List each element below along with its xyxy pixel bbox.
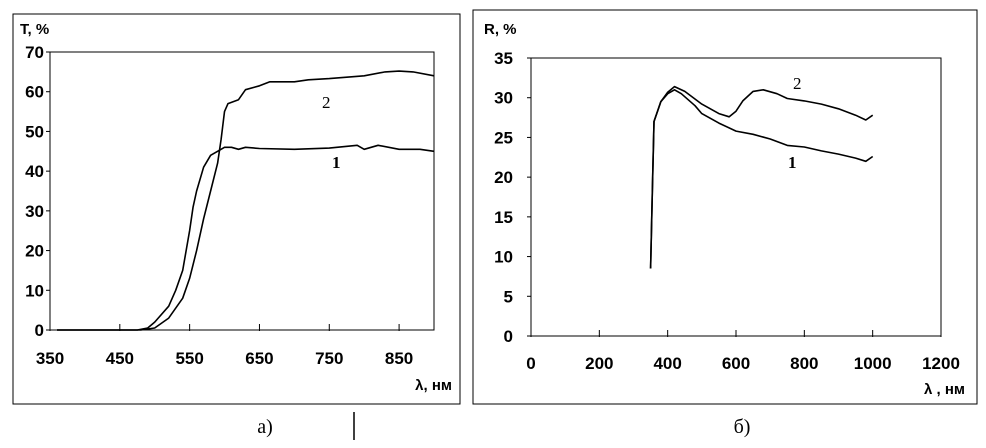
chart-a-y-tick-label: 20 bbox=[25, 242, 44, 261]
chart-b-y-tick-label: 15 bbox=[494, 208, 513, 227]
chart-a-x-tick-label: 450 bbox=[106, 349, 134, 368]
chart-a-y-tick-label: 60 bbox=[25, 83, 44, 102]
chart-b-y-tick-label: 5 bbox=[504, 287, 513, 306]
chart-b-x-tick-label: 400 bbox=[653, 354, 681, 373]
chart-b-y-tick-label: 25 bbox=[494, 128, 513, 147]
chart-b-x-tick-label: 800 bbox=[790, 354, 818, 373]
chart-a-x-tick-label: 850 bbox=[385, 349, 413, 368]
chart-a-frame bbox=[12, 13, 461, 405]
chart-a-y-tick-label: 10 bbox=[25, 281, 44, 300]
chart-a-y-tick-label: 40 bbox=[25, 162, 44, 181]
chart-a-x-tick-label: 550 bbox=[175, 349, 203, 368]
chart-b-x-tick-label: 1200 bbox=[922, 354, 960, 373]
chart-a-series-1-line bbox=[57, 144, 435, 331]
chart-a-plot-area bbox=[49, 51, 435, 331]
chart-b-series-1-line bbox=[649, 89, 874, 269]
chart-b-x-tick-label: 200 bbox=[585, 354, 613, 373]
chart-a-y-tick-label: 30 bbox=[25, 202, 44, 221]
chart-a-series-1-label: 1 bbox=[332, 153, 341, 172]
chart-a: T, % λ, нм а) 350 450 550 650 750 850 0 10 20 30 4… bbox=[20, 21, 452, 438]
chart-a-caption: а) bbox=[257, 416, 273, 438]
chart-b-y-tick-label: 10 bbox=[494, 248, 513, 267]
chart-b-plot-area bbox=[530, 57, 942, 337]
chart-a-x-tick-label: 350 bbox=[36, 349, 64, 368]
chart-a-xlabel: λ, нм bbox=[415, 377, 452, 394]
chart-a-x-tick-label: 750 bbox=[315, 349, 343, 368]
chart-a-y-tick-label: 0 bbox=[35, 321, 44, 340]
chart-b: R, % λ , нм б) 0 200 400 600 800 1000 1200 0 5 10… bbox=[484, 21, 965, 438]
chart-b-xlabel: λ , нм bbox=[924, 381, 965, 398]
chart-a-series-2-label: 2 bbox=[322, 93, 331, 112]
chart-b-caption: б) bbox=[734, 416, 751, 438]
chart-b-series-2-label: 2 bbox=[793, 74, 802, 93]
chart-b-x-tick-label: 0 bbox=[526, 354, 535, 373]
chart-a-ylabel: T, % bbox=[20, 21, 49, 38]
chart-b-series-1-label: 1 bbox=[788, 153, 797, 172]
chart-b-y-tick-label: 30 bbox=[494, 89, 513, 108]
chart-b-frame bbox=[472, 9, 978, 405]
chart-b-y-tick-label: 35 bbox=[494, 49, 513, 68]
chart-b-x-tick-label: 600 bbox=[722, 354, 750, 373]
chart-b-x-tick-label: 1000 bbox=[854, 354, 892, 373]
chart-b-y-tick-label: 20 bbox=[494, 168, 513, 187]
chart-a-x-tick-label: 650 bbox=[245, 349, 273, 368]
chart-b-series-2-line bbox=[649, 85, 874, 269]
chart-a-y-tick-label: 50 bbox=[25, 122, 44, 141]
chart-b-y-tick-label: 0 bbox=[504, 327, 513, 346]
chart-b-ylabel: R, % bbox=[484, 21, 517, 38]
chart-a-series-2-line bbox=[57, 70, 435, 331]
chart-a-y-tick-label: 70 bbox=[25, 43, 44, 62]
